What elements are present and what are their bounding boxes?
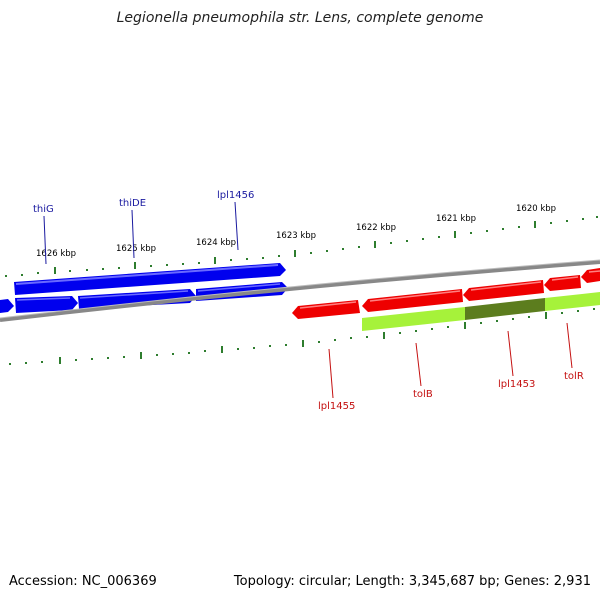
gene-leader-line — [131, 209, 135, 259]
gene-reverse[interactable] — [544, 275, 581, 291]
gene-leader-line — [566, 322, 573, 369]
accession-label: Accession: NC_006369 — [9, 574, 157, 589]
gene-selected[interactable] — [465, 298, 545, 320]
scale-label: 1625 kbp — [116, 244, 156, 254]
gene-selected[interactable] — [545, 294, 582, 311]
map-title: Legionella pneumophila str. Lens, comple… — [116, 10, 484, 26]
gene-label-tolB[interactable]: tolB — [413, 389, 433, 400]
gene-reverse[interactable] — [292, 300, 360, 319]
scale-label: 1626 kbp — [36, 249, 76, 259]
gene-forward[interactable] — [14, 263, 286, 295]
gene-label-thiG[interactable]: thiG — [33, 204, 54, 215]
gene-selected[interactable] — [582, 292, 600, 307]
scale-label: 1622 kbp — [356, 223, 396, 233]
gene-label-tolR[interactable]: tolR — [564, 371, 584, 382]
gene-label-lpl1456[interactable]: lpl1456 — [217, 190, 254, 201]
gene-selected[interactable] — [362, 307, 465, 331]
scale-label: 1624 kbp — [196, 238, 236, 248]
gene-leader-line — [328, 348, 334, 399]
gene-leader-line — [507, 330, 514, 377]
gene-leader-line — [43, 215, 47, 265]
upper-tick-row — [5, 216, 598, 277]
scale-label: 1621 kbp — [436, 214, 476, 224]
gene-label-thiDE[interactable]: thiDE — [119, 198, 146, 209]
gene-label-lpl1453[interactable]: lpl1453 — [498, 379, 535, 390]
genome-summary: Topology: circular; Length: 3,345,687 bp… — [233, 574, 591, 589]
gene-reverse[interactable] — [362, 289, 463, 312]
selected-gene-track — [362, 292, 600, 331]
gene-reverse[interactable] — [463, 280, 544, 301]
gene-forward[interactable] — [0, 299, 14, 313]
gene-leader-line — [415, 342, 422, 387]
reverse-strand-genes — [292, 268, 600, 319]
lower-tick-row — [9, 308, 595, 365]
gene-reverse[interactable] — [581, 268, 600, 283]
genome-backbone — [0, 260, 600, 322]
gene-forward[interactable] — [15, 296, 78, 313]
gene-label-lpl1455[interactable]: lpl1455 — [318, 401, 355, 412]
scale-label: 1623 kbp — [276, 231, 316, 241]
scale-label: 1620 kbp — [516, 204, 556, 214]
gene-leader-line — [234, 201, 239, 251]
gene-forward[interactable] — [78, 289, 196, 309]
